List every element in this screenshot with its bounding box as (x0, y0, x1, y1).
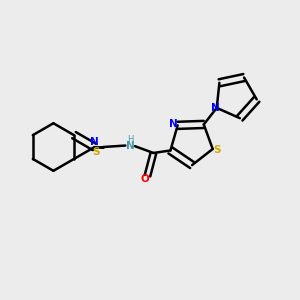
Text: N: N (211, 103, 219, 113)
Text: H: H (128, 134, 134, 143)
Text: S: S (92, 147, 100, 157)
Text: N: N (169, 118, 178, 129)
Text: S: S (213, 145, 220, 155)
Text: N: N (126, 140, 135, 151)
Text: O: O (140, 174, 149, 184)
Text: N: N (90, 137, 99, 147)
